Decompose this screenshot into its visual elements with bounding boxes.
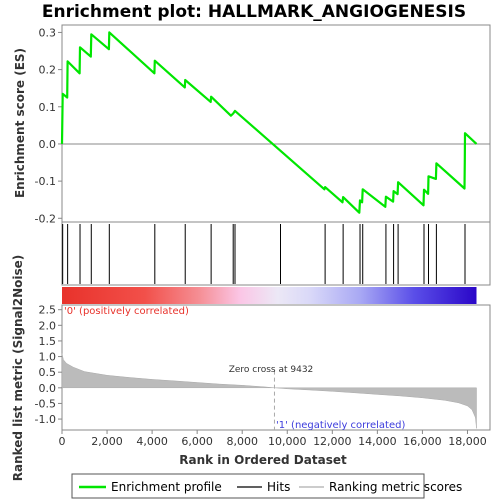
metric-y-tick-label: -0.5 xyxy=(35,397,56,410)
x-tick-label: 10,000 xyxy=(268,435,307,448)
es-y-tick-label: 0.1 xyxy=(39,101,57,114)
es-panel: -0.2 -0.1 0.0 0.1 0.2 0.3 Enrichment score (E… xyxy=(13,24,491,225)
hits-panel xyxy=(61,221,491,286)
x-tick-label: 14,000 xyxy=(358,435,397,448)
metric-y-tick-label: 2.0 xyxy=(39,319,57,332)
metric-y-tick-label: 1.0 xyxy=(39,351,57,364)
zero-cross-label: Zero cross at 9432 xyxy=(229,365,314,375)
es-y-tick-label: 0.0 xyxy=(39,138,57,151)
es-y-axis-title: Enrichment score (ES) xyxy=(13,48,27,198)
legend-box xyxy=(71,473,425,499)
x-tick-label: 8,000 xyxy=(226,435,258,448)
es-y-ticks: -0.2 -0.1 0.0 0.1 0.2 0.3 xyxy=(35,26,62,225)
es-plot-frame xyxy=(61,24,491,223)
metric-y-tick-label: 0.0 xyxy=(39,382,57,395)
x-tick-label: 12,000 xyxy=(313,435,352,448)
hit-lines xyxy=(62,224,466,284)
es-y-tick-label: 0.2 xyxy=(39,64,57,77)
metric-plot-frame xyxy=(61,304,491,431)
metric-panel: -1.0 -0.5 0.0 0.5 1.0 1.5 2.0 2.5 '0' (positive… xyxy=(11,255,491,482)
es-y-tick-label: -0.1 xyxy=(35,175,56,188)
metric-y-ticks: -1.0 -0.5 0.0 0.5 1.0 1.5 2.0 2.5 xyxy=(35,304,62,426)
enrichment-profile-line xyxy=(60,31,478,214)
legend-enrichment-label: Enrichment profile xyxy=(111,480,222,494)
positive-correlation-label: '0' (positively correlated) xyxy=(64,306,189,317)
chart-title: Enrichment plot: HALLMARK_ANGIOGENESIS xyxy=(42,2,466,22)
legend: Enrichment profile Hits Ranking metric s… xyxy=(71,473,462,499)
x-axis-title: Rank in Ordered Dataset xyxy=(179,453,347,467)
es-y-tick-label: -0.2 xyxy=(35,212,56,225)
metric-y-tick-label: 0.5 xyxy=(39,366,57,379)
metric-y-tick-label: 1.5 xyxy=(39,335,57,348)
legend-hits-label: Hits xyxy=(267,480,290,494)
rank-color-bar xyxy=(62,287,477,304)
negative-correlation-label: '1' (negatively correlated) xyxy=(276,420,405,431)
metric-y-axis-title: Ranked list metric (Signal2Noise) xyxy=(11,255,25,482)
x-axis-ticks: 0 2,000 4,000 6,000 8,000 10,000 12,000 14,000 1… xyxy=(59,430,487,448)
es-y-tick-label: 0.3 xyxy=(39,26,57,39)
hits-frame xyxy=(61,221,491,286)
x-tick-label: 2,000 xyxy=(91,435,123,448)
metric-y-tick-label: 2.5 xyxy=(39,304,57,317)
metric-y-tick-label: -1.0 xyxy=(35,413,56,426)
ranking-metric-area xyxy=(61,353,477,429)
x-tick-label: 0 xyxy=(59,435,66,448)
x-tick-label: 4,000 xyxy=(136,435,168,448)
x-tick-label: 16,000 xyxy=(403,435,442,448)
x-tick-label: 6,000 xyxy=(181,435,213,448)
legend-metric-label: Ranking metric scores xyxy=(329,480,462,494)
x-tick-label: 18,000 xyxy=(448,435,487,448)
